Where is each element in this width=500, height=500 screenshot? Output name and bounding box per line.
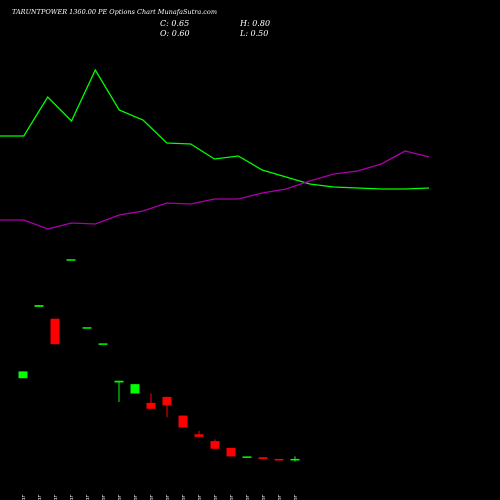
candle-body <box>178 415 188 428</box>
x-tick-label: 01 Apr <box>101 495 107 500</box>
candle-body <box>50 318 60 345</box>
indicator-line <box>0 150 430 230</box>
candle-body <box>258 457 268 459</box>
candle-body <box>162 396 172 406</box>
x-tick-label: 28 Mar <box>85 495 91 500</box>
candle-body <box>194 434 204 437</box>
x-tick-label: 26 Mar <box>69 495 75 500</box>
header-close: C: 0.65 <box>160 19 189 28</box>
x-tick-label: 24 Mar <box>37 495 43 500</box>
candle-body <box>82 327 92 329</box>
x-tick-label: 20 Mar <box>21 495 27 500</box>
candle-body <box>130 384 140 394</box>
candle-body <box>242 456 252 458</box>
header-open: O: 0.60 <box>160 29 190 38</box>
x-tick-label: 08 Apr <box>133 495 139 500</box>
candle-body <box>34 305 44 307</box>
header-low: L: 0.50 <box>239 29 268 38</box>
candle-body <box>226 447 236 457</box>
candle-body <box>98 343 108 345</box>
x-tick-label: 24 Apr <box>293 495 299 500</box>
candle-body <box>210 441 220 449</box>
x-tick-label: 21 Apr <box>245 495 251 500</box>
indicator-line <box>0 68 430 190</box>
candle-body <box>290 458 300 461</box>
x-tick-label: 16 Apr <box>213 495 219 500</box>
candle-body <box>146 402 156 409</box>
x-tick-label: 23 Apr <box>277 495 283 500</box>
x-tick-label: 07 Apr <box>117 495 123 500</box>
x-tick-label: 09 Apr <box>149 495 155 500</box>
x-tick-label: 11 Apr <box>181 495 187 500</box>
candle-body <box>66 259 76 261</box>
x-tick-label: 22 Apr <box>261 495 267 500</box>
candle-body <box>114 380 124 383</box>
header-high: H: 0.80 <box>239 19 270 28</box>
candle-body <box>18 371 28 379</box>
x-tick-label: 17 Apr <box>229 495 235 500</box>
x-tick-label: 10 Apr <box>165 495 171 500</box>
x-tick-label: 15 Apr <box>197 495 203 500</box>
x-tick-label: 25 Mar <box>53 495 59 500</box>
candle-body <box>274 458 284 461</box>
chart-title: TARUNTPOWER 1360.00 PE Options Chart Mun… <box>12 8 217 16</box>
